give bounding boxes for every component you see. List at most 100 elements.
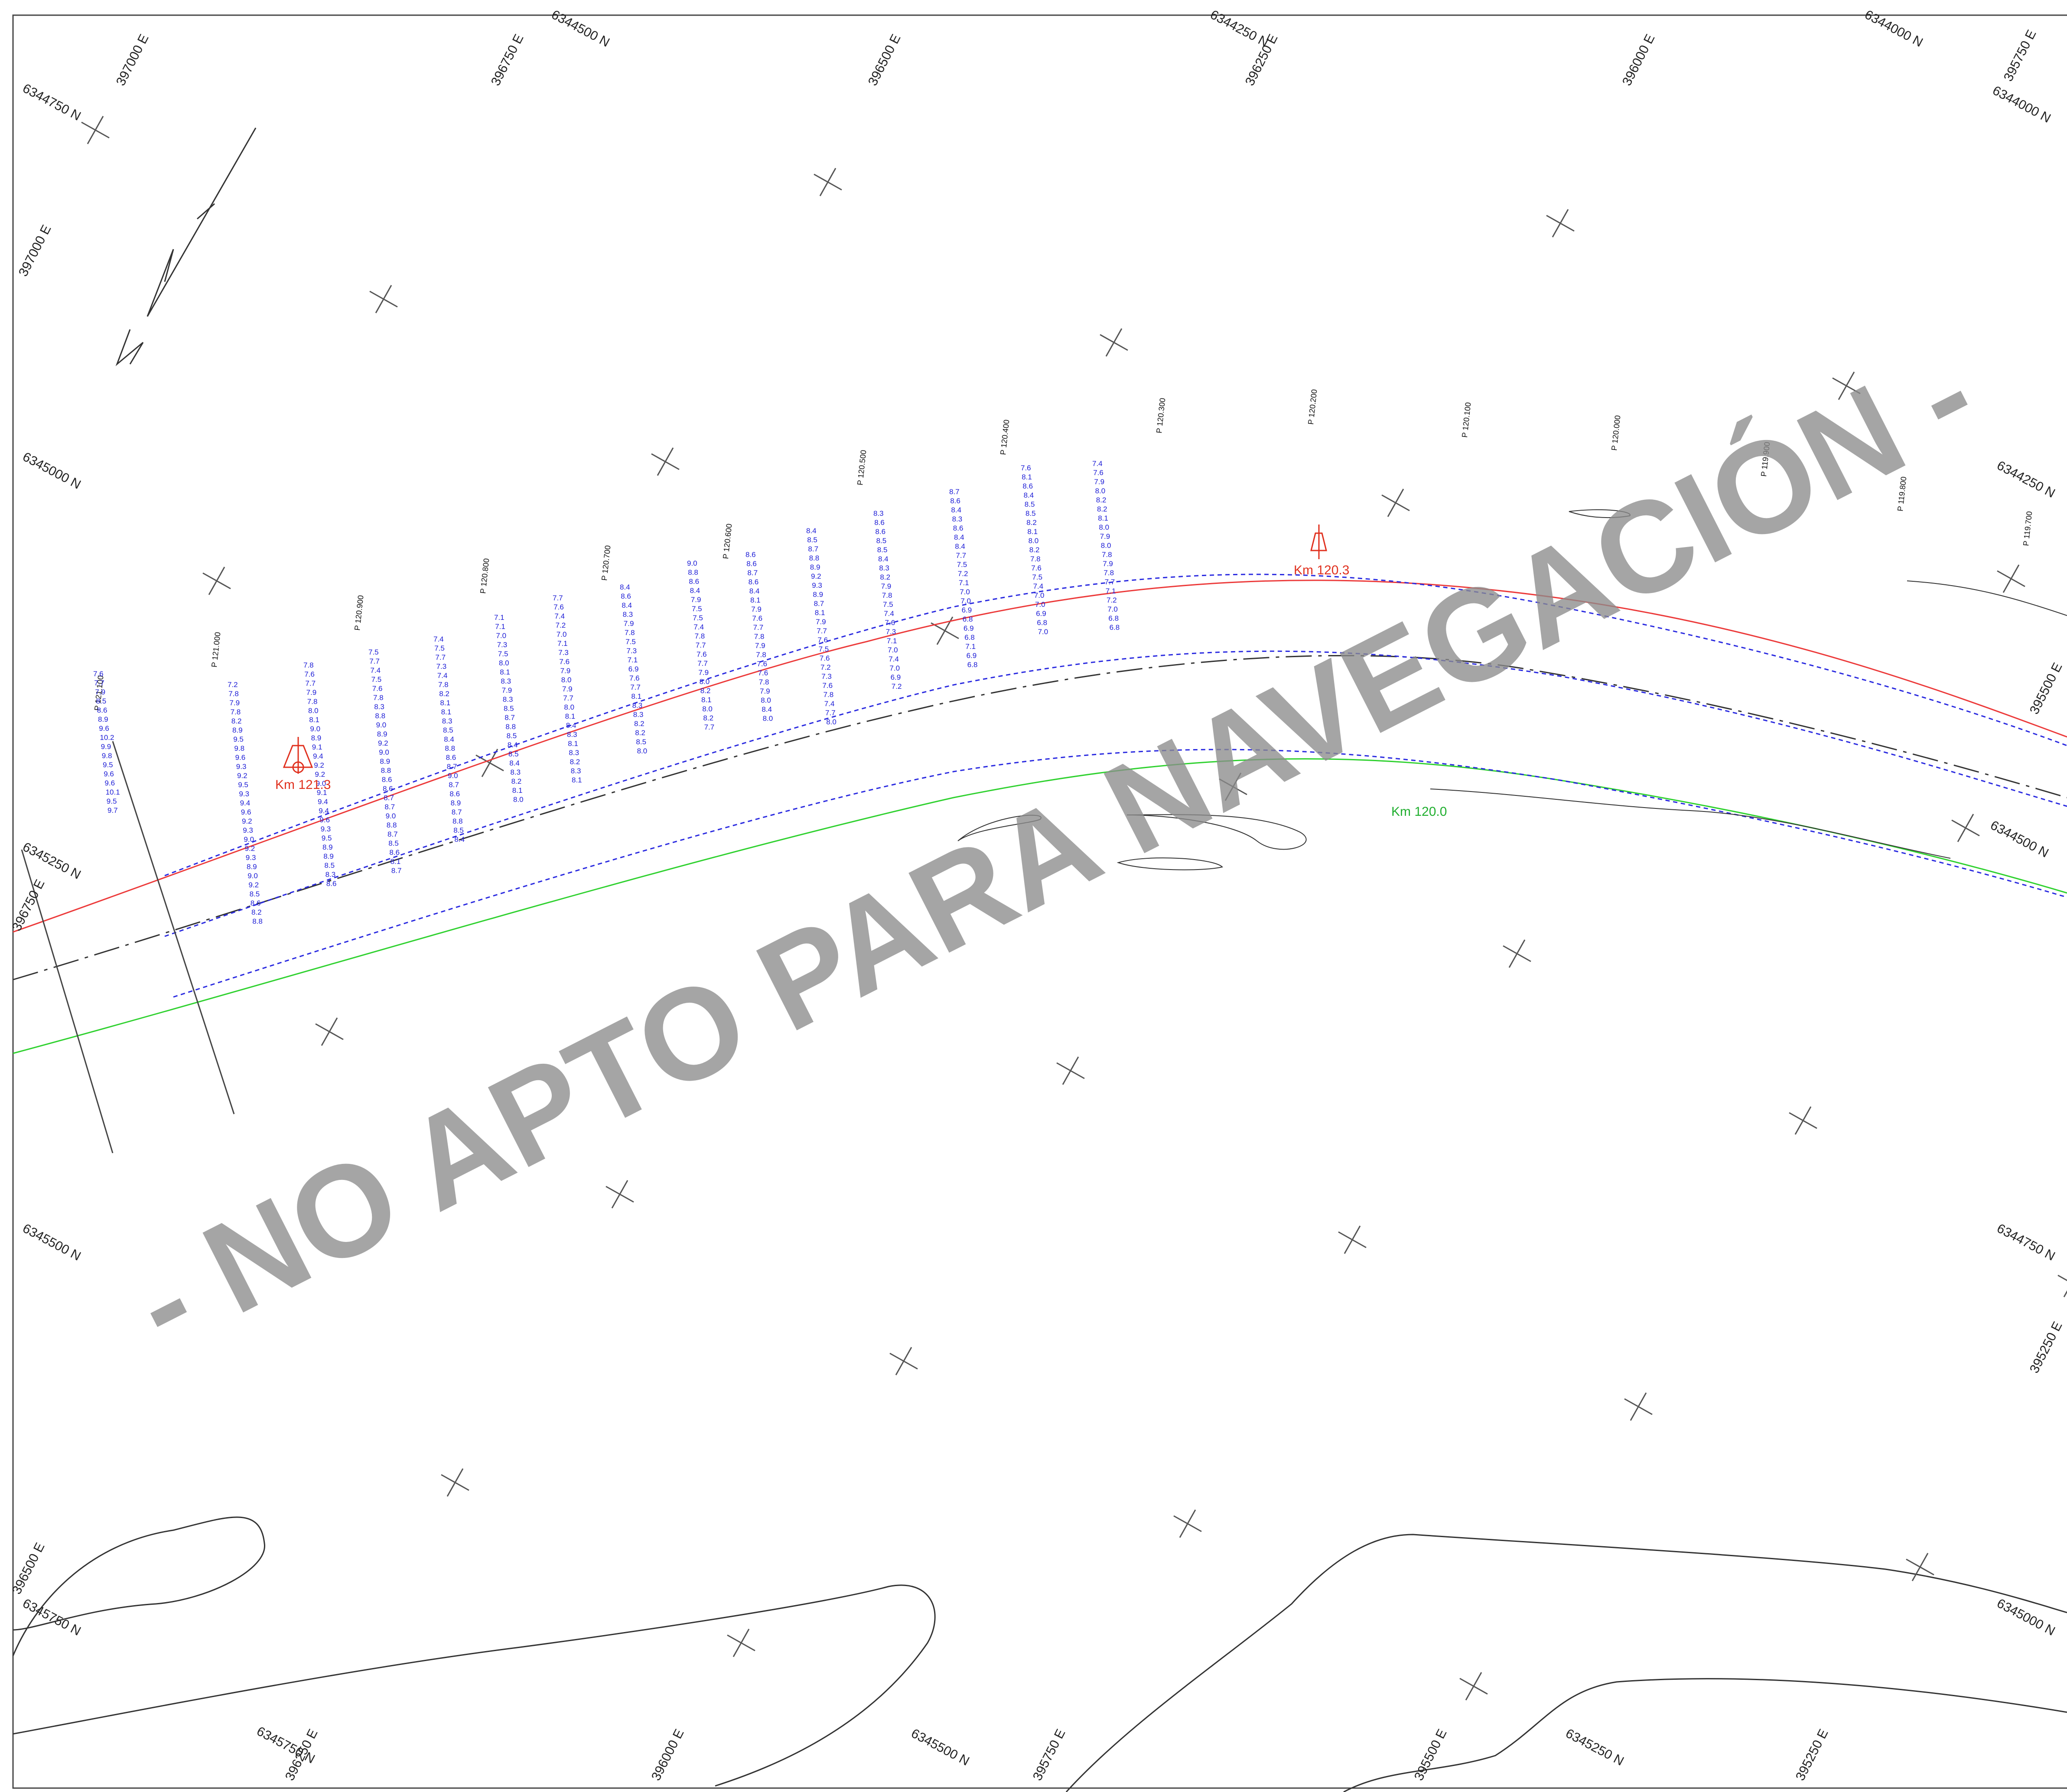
sounding-value: 6.9	[964, 624, 974, 632]
grid-cross-icon	[441, 1468, 469, 1497]
sounding-value: 8.6	[1022, 482, 1033, 490]
sounding-value: 7.6	[1031, 564, 1042, 572]
sounding-value: 7.1	[628, 656, 638, 664]
sounding-value: 8.2	[1026, 518, 1037, 527]
chart-boundary-lines	[21, 741, 235, 1153]
sounding-value: 9.5	[238, 781, 248, 789]
sounding-value: 7.1	[887, 637, 897, 645]
sounding-value: 7.4	[1033, 582, 1044, 590]
sounding-value: 8.6	[689, 577, 699, 586]
grid-cross-icon	[1546, 209, 1575, 238]
sounding-value: 7.2	[892, 682, 902, 691]
sounding-value: 9.4	[240, 799, 251, 807]
sounding-value: 8.2	[634, 720, 645, 728]
sounding-value: 8.7	[949, 488, 960, 496]
sounding-value: 8.0	[826, 718, 837, 726]
grid-cross-icon	[2057, 1274, 2067, 1297]
sounding-value: 6.9	[628, 665, 639, 673]
sounding-value: 8.7	[384, 803, 395, 811]
sounding-value: 8.8	[688, 568, 698, 577]
sounding-value: 8.9	[232, 726, 243, 734]
sounding-value: 7.6	[758, 669, 768, 677]
sounding-value: 7.5	[692, 605, 702, 613]
sounding-value: 9.2	[237, 772, 247, 780]
sounding-value: 8.5	[508, 750, 519, 758]
sounding-value: 9.6	[99, 724, 109, 733]
sounding-value: 8.7	[814, 600, 824, 608]
sounding-profile: P 120.3009.08.88.68.47.97.57.57.47.87.77…	[687, 397, 1167, 731]
sounding-value: 8.6	[953, 524, 964, 532]
grid-cross-icon	[1381, 489, 1410, 517]
sounding-value: 7.4	[889, 655, 899, 663]
km-marker-120-3: Km 120.3	[1294, 525, 1349, 577]
grid-cross-icon	[1173, 1509, 1202, 1538]
sounding-value: 8.3	[569, 749, 579, 757]
sounding-value: 9.6	[241, 808, 251, 816]
sounding-value: 9.2	[811, 572, 821, 580]
grid-cross-icon	[1789, 1106, 1817, 1135]
sounding-value: 8.1	[631, 692, 641, 701]
sounding-value: 8.1	[500, 668, 510, 676]
km-label: Km 121.3	[275, 778, 331, 792]
sounding-value: 8.7	[387, 830, 398, 838]
sounding-value: 8.9	[311, 734, 322, 742]
sounding-value: 9.6	[104, 779, 115, 787]
sounding-value: 8.4	[622, 601, 632, 609]
sounding-value: 7.0	[1035, 600, 1045, 609]
sounding-value: 8.1	[391, 857, 401, 866]
sounding-value: 8.1	[572, 776, 582, 784]
survey-mark-icon	[283, 737, 313, 774]
sounding-value: 7.4	[437, 671, 448, 680]
grid-cross-icon	[1624, 1392, 1653, 1421]
sounding-value: 7.6	[559, 658, 570, 666]
sounding-value: 8.5	[443, 726, 453, 734]
sounding-value: 7.6	[629, 674, 640, 682]
sounding-value: 8.6	[251, 899, 261, 907]
channel-edge-red	[13, 580, 2067, 933]
sounding-value: 8.3	[374, 703, 384, 711]
sounding-value: 7.0	[1038, 628, 1048, 636]
sounding-value: 7.0	[960, 588, 970, 596]
sounding-value: 8.6	[749, 578, 759, 586]
sounding-value: 8.4	[955, 542, 965, 551]
sounding-value: 8.1	[440, 699, 450, 707]
grid-cross-icon	[202, 567, 231, 595]
sounding-value: 8.1	[815, 609, 825, 617]
sounding-value: 8.1	[565, 712, 576, 720]
sounding-value: 9.0	[310, 725, 320, 733]
sounding-value: 8.0	[1101, 541, 1111, 550]
sounding-value: 7.5	[371, 675, 382, 684]
sounding-value: 8.0	[1099, 523, 1109, 531]
sounding-value: 7.7	[825, 709, 836, 717]
sounding-value: 8.6	[449, 790, 460, 798]
sounding-value: 8.5	[504, 704, 514, 713]
sounding-value: 8.4	[454, 835, 465, 844]
sounding-value: 9.4	[318, 798, 328, 806]
sounding-value: 7.9	[691, 596, 701, 604]
sounding-value: 8.0	[700, 678, 710, 686]
sounding-value: 7.8	[882, 591, 892, 600]
sounding-value: 8.6	[874, 518, 885, 527]
sounding-value: 8.2	[251, 908, 262, 916]
km-label: Km 120.3	[1294, 563, 1349, 577]
sounding-value: 6.8	[1110, 623, 1120, 632]
survey-mark-icon	[1310, 525, 1327, 559]
sounding-value: 8.3	[952, 515, 963, 523]
sounding-value: 8.7	[449, 781, 459, 789]
sounding-value: 7.7	[305, 679, 316, 687]
sounding-value: 8.5	[324, 861, 335, 870]
sounding-value: 7.5	[693, 614, 703, 622]
sounding-value: 8.4	[951, 506, 961, 514]
sounding-value: 7.1	[965, 642, 976, 651]
sounding-value: 8.2	[570, 758, 580, 766]
grid-crosses	[81, 116, 2067, 1701]
sounding-profile: P 120.9007.87.67.77.97.88.08.19.08.99.19…	[303, 595, 365, 888]
sounding-value: 7.4	[433, 635, 444, 643]
sounding-value: 7.9	[751, 605, 762, 613]
sounding-value: 8.5	[1025, 509, 1036, 518]
sounding-value: 8.4	[690, 586, 700, 595]
sounding-value: 7.6	[553, 603, 564, 611]
grid-cross-icon	[1951, 814, 1980, 842]
sounding-value: 7.7	[956, 551, 966, 560]
